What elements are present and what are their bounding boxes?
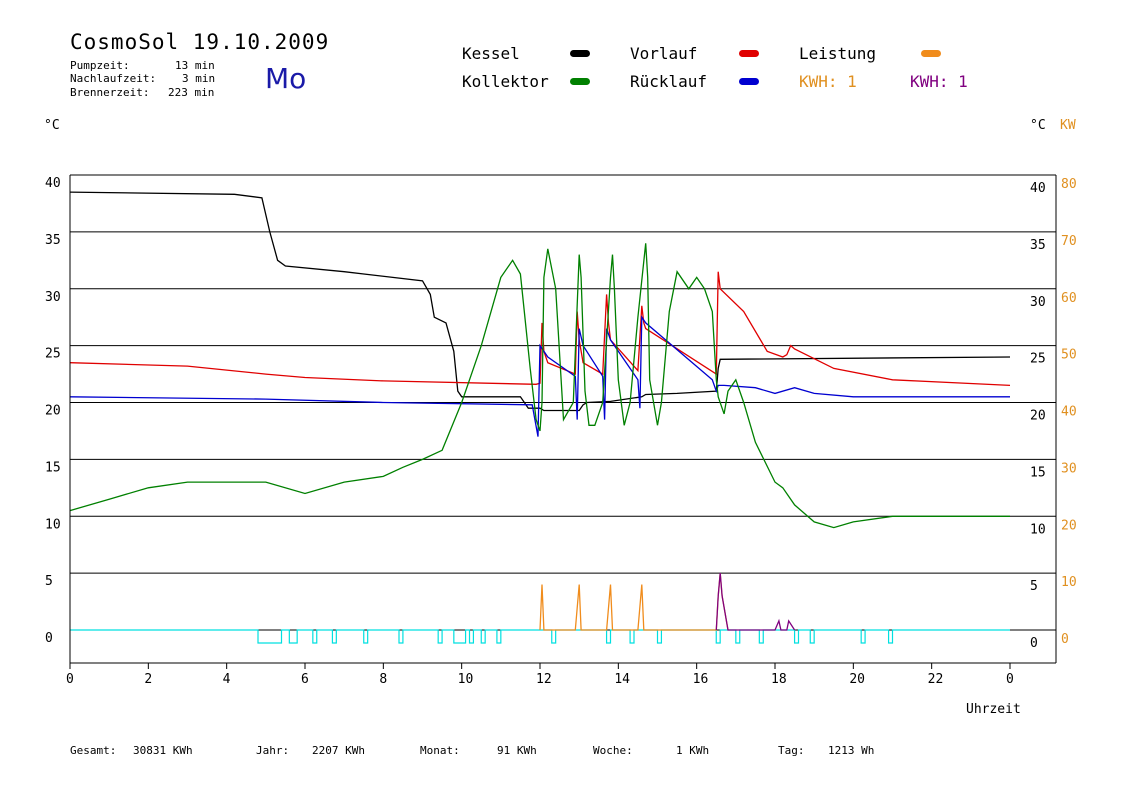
x-tick-label: 0 — [1006, 672, 1014, 687]
series-kollektor-line — [69, 243, 1010, 529]
y-right-tick-label: 20 — [1030, 409, 1046, 424]
legend-kwh2-label: KWH: 1 — [910, 72, 968, 91]
x-tick-label: 2 — [144, 672, 152, 687]
x-tick-label: 22 — [928, 672, 944, 687]
y-tick-label: 35 — [45, 233, 61, 248]
y-right-tick-label: 15 — [1030, 465, 1046, 480]
stat-pump-value: 13 min — [175, 59, 215, 72]
stat-pump-label: Pumpzeit: — [70, 59, 130, 72]
series-kessel-line — [69, 191, 1011, 412]
footer-woche-value: 1 KWh — [676, 744, 710, 757]
legend-kwh1-label: KWH: 1 — [799, 72, 857, 91]
y-right-tick-label: 40 — [1030, 181, 1046, 196]
footer-monat-value: 91 KWh — [497, 744, 537, 757]
left-axis-unit: °C — [44, 118, 60, 133]
stat-nachlauf-label: Nachlaufzeit: — [70, 72, 157, 85]
y-tick-label: 15 — [45, 460, 61, 475]
series-leistung-line — [539, 573, 729, 631]
x-tick-label: 18 — [771, 672, 787, 687]
y-right-tick-label: 25 — [1030, 352, 1046, 367]
y-tick-label: 10 — [45, 517, 61, 532]
stat-nachlauf-value: 3 min — [182, 72, 216, 85]
weekday-label: Mo — [265, 62, 307, 95]
legend-vorlauf-swatch — [739, 50, 759, 57]
x-tick-label: 0 — [66, 672, 74, 687]
y-tick-label: 5 — [45, 574, 53, 589]
y-right-tick-label: 10 — [1030, 522, 1046, 537]
y-tick-label: 40 — [45, 176, 61, 191]
x-axis-label: Uhrzeit — [966, 702, 1021, 717]
y-right-tick-label: 5 — [1030, 579, 1038, 594]
burner-pulse-line — [70, 629, 1010, 644]
y2-tick-label: 80 — [1061, 177, 1077, 192]
chart-title: CosmoSol 19.10.2009 — [70, 30, 330, 54]
right-axis-unit: °C — [1030, 118, 1046, 133]
y2-tick-label: 30 — [1061, 461, 1077, 476]
legend-kessel-label: Kessel — [462, 44, 520, 63]
x-tick-label: 6 — [301, 672, 309, 687]
series-vorlauf-line — [69, 271, 1011, 387]
legend-leistung-swatch — [921, 50, 941, 57]
y2-tick-label: 50 — [1061, 348, 1077, 363]
y-right-tick-label: 30 — [1030, 295, 1046, 310]
x-tick-label: 20 — [849, 672, 865, 687]
footer-gesamt-label: Gesamt: — [70, 744, 117, 757]
y-right-tick-label: 0 — [1030, 636, 1038, 651]
y-tick-label: 25 — [45, 347, 61, 362]
y-right-tick-label: 35 — [1030, 238, 1046, 253]
x-tick-label: 12 — [536, 672, 552, 687]
legend-kollektor-label: Kollektor — [462, 72, 549, 91]
y2-tick-label: 0 — [1061, 632, 1069, 647]
footer-tag-label: Tag: — [778, 744, 805, 757]
y2-tick-label: 70 — [1061, 234, 1077, 249]
legend-ruecklauf-label: Rücklauf — [630, 72, 708, 91]
legend-leistung-label: Leistung — [799, 44, 877, 63]
footer-tag-value: 1213 Wh — [828, 744, 875, 757]
series-rcklauf-line — [69, 315, 1010, 437]
footer-monat-label: Monat: — [420, 744, 460, 757]
y2-tick-label: 40 — [1061, 405, 1077, 420]
legend-ruecklauf-swatch — [739, 78, 759, 85]
y2-tick-label: 20 — [1061, 518, 1077, 533]
right-axis-unit-kw: KW — [1060, 118, 1076, 133]
y-tick-label: 30 — [45, 290, 61, 305]
footer-woche-label: Woche: — [593, 744, 633, 757]
x-tick-label: 16 — [693, 672, 709, 687]
x-tick-label: 4 — [223, 672, 231, 687]
legend-vorlauf-label: Vorlauf — [630, 44, 698, 63]
legend-kollektor-swatch — [570, 78, 590, 85]
x-tick-label: 10 — [458, 672, 474, 687]
footer-jahr-value: 2207 KWh — [312, 744, 365, 757]
legend-kessel-swatch — [570, 50, 590, 57]
footer-jahr-label: Jahr: — [256, 744, 290, 757]
series-kwh-line — [715, 573, 796, 631]
x-tick-label: 8 — [379, 672, 387, 687]
stat-brenner-label: Brennerzeit: — [70, 86, 150, 99]
x-tick-label: 14 — [614, 672, 630, 687]
y-tick-label: 0 — [45, 631, 53, 646]
y-tick-label: 20 — [45, 404, 61, 419]
stat-brenner-value: 223 min — [168, 86, 215, 99]
footer-gesamt-value: 30831 KWh — [133, 744, 193, 757]
y2-tick-label: 60 — [1061, 291, 1077, 306]
y2-tick-label: 10 — [1061, 575, 1077, 590]
